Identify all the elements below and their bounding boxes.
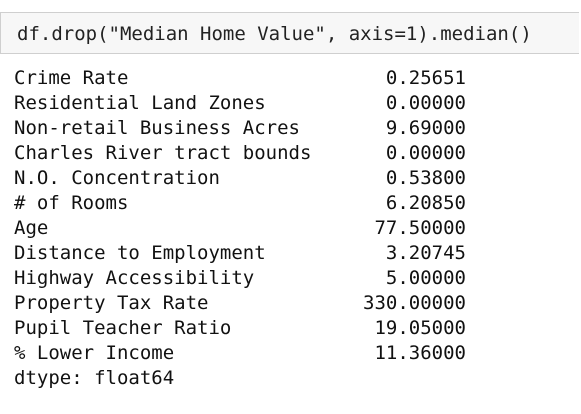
code-input[interactable]: df.drop("Median Home Value", axis=1).med… [0, 12, 579, 54]
row-value: 3.20745 [385, 242, 466, 264]
row-value: 11.36000 [374, 342, 466, 364]
row-value: 0.00000 [385, 142, 466, 164]
cell-output: Crime Rate 0.25651 Residential Land Zones 0… [14, 66, 466, 391]
row-value: 6.20850 [385, 192, 466, 214]
output-row: % Lower Income 11.36000 [14, 341, 466, 366]
dtype-line: dtype: float64 [14, 367, 175, 389]
row-label: Non-retail Business Acres [14, 117, 300, 139]
row-label: Property Tax Rate [14, 292, 209, 314]
row-label: % Lower Income [14, 342, 175, 364]
output-row: Pupil Teacher Ratio 19.05000 [14, 316, 466, 341]
row-label: # of Rooms [14, 192, 129, 214]
row-label: Crime Rate [14, 67, 129, 89]
row-label: Distance to Employment [14, 242, 266, 264]
output-row: Charles River tract bounds 0.00000 [14, 141, 466, 166]
output-row: Highway Accessibility 5.00000 [14, 266, 466, 291]
output-row: Residential Land Zones 0.00000 [14, 91, 466, 116]
output-row: Property Tax Rate 330.00000 [14, 291, 466, 316]
code-text: df.drop("Median Home Value", axis=1).med… [17, 23, 532, 45]
row-label: Pupil Teacher Ratio [14, 317, 232, 339]
row-value: 9.69000 [385, 117, 466, 139]
row-value: 5.00000 [385, 267, 466, 289]
output-row: Non-retail Business Acres 9.69000 [14, 116, 466, 141]
row-label: Charles River tract bounds [14, 142, 312, 164]
output-row: N.O. Concentration 0.53800 [14, 166, 466, 191]
row-value: 330.00000 [363, 292, 466, 314]
row-label: Age [14, 217, 49, 239]
row-value: 0.53800 [385, 167, 466, 189]
row-value: 19.05000 [374, 317, 466, 339]
row-value: 0.00000 [385, 92, 466, 114]
row-label: Residential Land Zones [14, 92, 266, 114]
row-label: N.O. Concentration [14, 167, 220, 189]
output-row: Distance to Employment 3.20745 [14, 241, 466, 266]
row-label: Highway Accessibility [14, 267, 255, 289]
output-row: # of Rooms 6.20850 [14, 191, 466, 216]
output-row: Age 77.50000 [14, 216, 466, 241]
output-row: Crime Rate 0.25651 [14, 66, 466, 91]
row-value: 0.25651 [385, 67, 466, 89]
row-value: 77.50000 [374, 217, 466, 239]
